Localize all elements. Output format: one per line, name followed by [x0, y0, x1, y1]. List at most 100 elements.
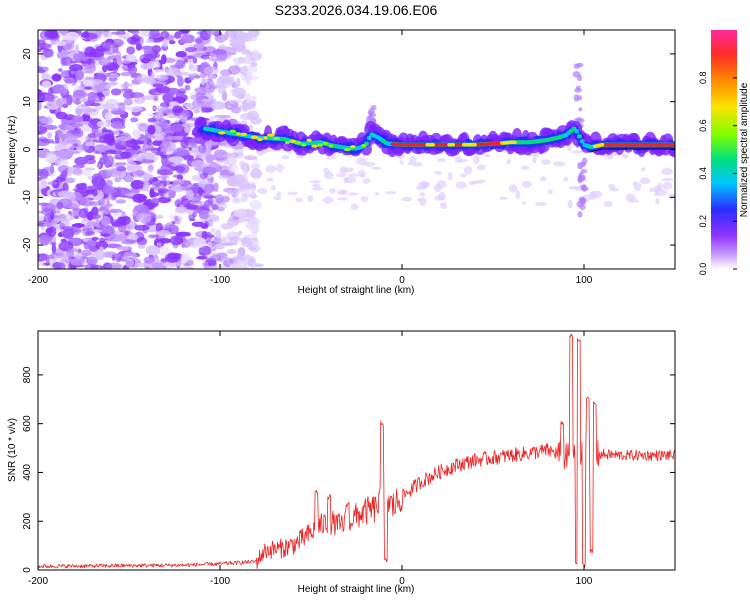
noise-blob	[177, 76, 184, 87]
noise-blob	[266, 177, 274, 182]
noise-blob	[39, 168, 49, 180]
noise-blob	[148, 90, 163, 96]
noise-blob	[82, 79, 95, 86]
noise-blob	[215, 36, 222, 41]
noise-blob	[101, 42, 116, 49]
noise-blob	[106, 208, 123, 214]
noise-blob	[43, 124, 58, 131]
noise-blob	[210, 227, 216, 233]
noise-blob	[156, 169, 172, 176]
noise-blob	[155, 74, 169, 81]
noise-blob	[105, 198, 111, 210]
noise-blob	[104, 188, 118, 193]
noise-blob	[184, 84, 191, 91]
noise-blob	[42, 262, 51, 266]
noise-blob	[114, 176, 122, 183]
noise-blob	[87, 211, 94, 221]
noise-blob	[110, 88, 122, 96]
noise-blob	[325, 155, 337, 160]
noise-blob	[151, 68, 167, 73]
noise-blob	[62, 228, 75, 240]
ridge-core	[366, 135, 372, 141]
noise-blob	[401, 196, 413, 202]
noise-blob	[38, 136, 48, 143]
noise-blob	[87, 175, 94, 181]
noise-blob	[115, 233, 128, 241]
noise-blob	[508, 184, 518, 193]
snr-y-label: SNR (10 * v/v)	[7, 418, 18, 482]
colorbar-tick-label: 0.4	[698, 167, 708, 180]
noise-blob	[48, 103, 53, 107]
noise-blob	[85, 142, 93, 147]
noise-blob	[210, 101, 226, 110]
ridge-highlight	[236, 132, 241, 136]
noise-blob	[368, 107, 375, 115]
ridge-highlight	[328, 144, 334, 148]
noise-blob	[307, 195, 314, 203]
noise-blob	[58, 123, 70, 131]
spectrogram-y-tick-label: -20	[22, 237, 33, 252]
noise-blob	[190, 94, 206, 101]
noise-blob	[132, 129, 141, 138]
noise-blob	[199, 172, 209, 180]
noise-blob	[257, 188, 268, 195]
noise-blob	[657, 182, 663, 191]
noise-blob	[154, 151, 165, 156]
noise-blob	[98, 57, 112, 67]
noise-blob	[149, 234, 160, 238]
noise-blob	[41, 73, 52, 81]
ridge-highlight	[361, 144, 367, 148]
snr-x-tick-label: -200	[28, 576, 48, 587]
ridge-highlight	[311, 144, 319, 148]
noise-blob	[200, 106, 207, 113]
ridge-highlight	[285, 140, 290, 145]
noise-blob	[38, 202, 49, 206]
noise-blob	[182, 136, 193, 140]
ridge-highlight	[289, 139, 296, 143]
noise-blob	[168, 40, 176, 45]
noise-blob	[157, 196, 172, 204]
noise-blob	[57, 68, 63, 72]
noise-blob	[70, 210, 81, 216]
ridge-highlight	[272, 136, 281, 141]
noise-blob	[238, 56, 245, 64]
noise-blob	[228, 76, 235, 86]
noise-blob	[114, 162, 127, 166]
noise-blob	[109, 169, 119, 175]
noise-blob	[137, 244, 146, 249]
noise-blob	[72, 89, 87, 101]
noise-blob	[100, 233, 111, 237]
noise-blob	[655, 197, 660, 205]
noise-blob	[251, 163, 261, 170]
noise-blob	[214, 229, 222, 240]
noise-blob	[57, 190, 74, 198]
noise-blob	[169, 135, 186, 141]
ridge-highlight	[301, 143, 307, 147]
noise-blob	[231, 87, 247, 98]
noise-blob	[84, 263, 99, 269]
noise-blob	[143, 47, 154, 55]
noise-blob	[463, 165, 473, 175]
noise-blob	[96, 120, 109, 128]
noise-blob	[61, 56, 73, 66]
noise-blob	[152, 106, 168, 111]
noise-blob	[133, 204, 149, 213]
colorbar-gradient	[711, 30, 737, 269]
noise-blob	[38, 215, 46, 221]
noise-blob	[108, 76, 118, 82]
noise-blob	[51, 198, 58, 202]
noise-blob	[573, 63, 581, 69]
noise-blob	[603, 200, 613, 207]
noise-blob	[228, 65, 241, 75]
noise-blob	[147, 117, 157, 123]
noise-blob	[252, 239, 260, 248]
noise-blob	[169, 235, 184, 246]
noise-blob	[639, 177, 651, 185]
noise-blob	[85, 158, 96, 165]
noise-blob	[476, 164, 486, 171]
noise-blob	[249, 199, 262, 210]
noise-blob	[408, 156, 417, 163]
noise-blob	[82, 169, 92, 176]
ridge-highlight	[229, 129, 236, 133]
noise-blob	[92, 173, 103, 182]
